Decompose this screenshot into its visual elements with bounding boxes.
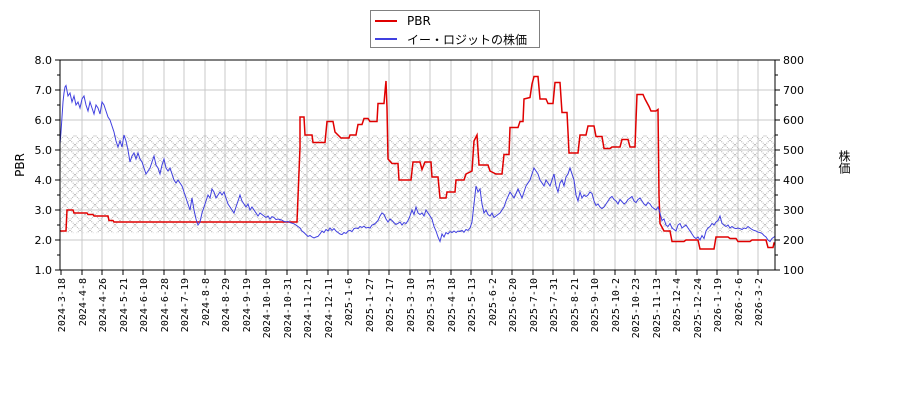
x-tick-label: 2025-3-10	[406, 278, 417, 332]
left-tick-label: 2.0	[35, 234, 53, 247]
right-tick-label: 500	[783, 144, 804, 157]
x-tick-label: 2025-10-2	[611, 278, 622, 332]
x-tick-label: 2024-5-21	[119, 278, 130, 332]
x-tick-label: 2025-11-13	[652, 278, 663, 338]
right-tick-label: 600	[783, 114, 804, 127]
x-tick-label: 2025-1-27	[365, 278, 376, 332]
left-tick-label: 8.0	[35, 54, 53, 67]
x-axis: 2024-3-18 2024-4-8 2024-4-26 2024-5-21 2024-…	[57, 270, 765, 338]
x-tick-label: 2024-11-21	[303, 278, 314, 338]
x-tick-label: 2024-3-18	[57, 278, 68, 332]
grid-lines	[60, 60, 775, 270]
legend-item-pbr: PBR	[375, 13, 431, 29]
x-tick-label: 2025-10-23	[631, 278, 642, 338]
price-series-line	[59, 84, 776, 243]
x-tick-label: 2025-12-4	[672, 278, 683, 332]
legend: PBR イー・ロジットの株価	[370, 10, 540, 48]
left-tick-label: 4.0	[35, 174, 53, 187]
legend-item-price: イー・ロジットの株価	[375, 31, 527, 47]
x-tick-label: 2024-10-31	[283, 278, 294, 338]
right-tick-label: 400	[783, 174, 804, 187]
x-tick-label: 2025-7-10	[529, 278, 540, 332]
x-tick-label: 2025-8-21	[570, 278, 581, 332]
x-tick-label: 2024-8-8	[201, 278, 212, 326]
left-tick-label: 6.0	[35, 114, 53, 127]
left-tick-label: 3.0	[35, 204, 53, 217]
x-tick-label: 2025-1-6	[344, 278, 355, 326]
left-tick-label: 1.0	[35, 264, 53, 277]
x-tick-label: 2026-2-6	[734, 278, 745, 326]
x-tick-label: 2025-6-2	[488, 278, 499, 326]
plot-area	[59, 59, 776, 271]
x-tick-label: 2024-4-8	[78, 278, 89, 326]
x-tick-label: 2025-5-13	[467, 278, 478, 332]
x-tick-label: 2025-12-24	[693, 278, 704, 338]
right-tick-label: 100	[783, 264, 804, 277]
x-tick-label: 2026-3-2	[754, 278, 765, 326]
x-tick-label: 2025-9-10	[590, 278, 601, 332]
x-tick-label: 2024-6-10	[139, 278, 150, 332]
right-tick-label: 200	[783, 234, 804, 247]
right-tick-label: 300	[783, 204, 804, 217]
x-tick-label: 2025-6-20	[508, 278, 519, 332]
x-tick-label: 2024-10-10	[262, 278, 273, 338]
x-tick-label: 2025-7-31	[549, 278, 560, 332]
x-tick-label: 2024-6-28	[160, 278, 171, 332]
right-tick-label: 800	[783, 54, 804, 67]
x-tick-label: 2024-7-19	[180, 278, 191, 332]
x-tick-label: 2025-3-31	[426, 278, 437, 332]
legend-swatch-price	[375, 38, 397, 40]
legend-label-pbr: PBR	[407, 14, 431, 28]
left-axis-label: PBR	[13, 153, 27, 177]
pbr-series-line	[60, 75, 775, 250]
x-tick-label: 2024-4-26	[98, 278, 109, 332]
right-axis: 800 700 600 500 400 300 200 100	[775, 54, 804, 277]
legend-label-price: イー・ロジットの株価	[407, 32, 528, 47]
x-tick-label: 2025-4-18	[447, 278, 458, 332]
legend-swatch-pbr	[375, 20, 397, 22]
x-tick-label: 2026-1-19	[713, 278, 724, 332]
x-tick-label: 2024-9-19	[242, 278, 253, 332]
right-axis-label: 株価	[837, 150, 851, 174]
left-tick-label: 7.0	[35, 84, 53, 97]
x-tick-label: 2024-12-11	[324, 278, 335, 338]
left-axis: 8.0 7.0 6.0 5.0 4.0 3.0 2.0 1.0	[35, 54, 60, 277]
x-tick-label: 2024-8-29	[221, 278, 232, 332]
left-tick-label: 5.0	[35, 144, 53, 157]
x-tick-label: 2025-2-17	[385, 278, 396, 332]
right-tick-label: 700	[783, 84, 804, 97]
